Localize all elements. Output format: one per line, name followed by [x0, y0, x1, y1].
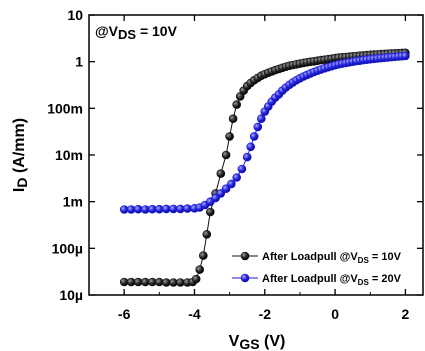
y-axis-title: ID (A/mm) [11, 118, 30, 192]
x-tick-label: -6 [118, 306, 131, 322]
series-2-point [249, 132, 259, 141]
series-2-point [256, 114, 266, 123]
series-1-point [133, 277, 143, 287]
x-axis-title-subscript: GS [239, 336, 259, 351]
y-tick-label: 1 [75, 54, 83, 70]
series-1-point [199, 251, 208, 260]
series-2-point [221, 184, 231, 193]
series-2-line [124, 55, 406, 211]
series-2-point [242, 152, 252, 162]
legend-marker-1 [240, 251, 250, 261]
x-tick-label: 2 [402, 306, 410, 322]
y-tick-label: 10 [67, 7, 83, 23]
y-axis-title-subscript: D [14, 177, 30, 187]
series-1-point [202, 230, 212, 239]
series-2-point [183, 204, 192, 213]
ticks-layer: -6 -4 -2 0 2 10 1 100m 10m 1m 100µ 10µ [47, 7, 423, 322]
x-tick-label: 0 [331, 306, 339, 322]
series-2-point [246, 142, 255, 152]
series-1-point [225, 132, 234, 141]
x-tick-label: -2 [259, 306, 272, 322]
legend: After Loadpull @VDS = 10V After Loadpull … [232, 251, 402, 287]
x-tick-label: -4 [188, 306, 201, 322]
series-1-line [124, 52, 406, 283]
series-1-point [232, 100, 241, 109]
y-tick-label: 100m [47, 100, 83, 116]
series-1-point [228, 114, 238, 123]
series-2-point [232, 173, 241, 182]
series-2-point [227, 179, 236, 189]
series-1-point [221, 150, 231, 160]
x-axis-title: VGS (V) [229, 333, 286, 351]
series-2-point [253, 122, 263, 132]
series-1-point [195, 265, 204, 274]
series-2-point [237, 164, 247, 174]
series-1-point [206, 207, 215, 217]
legend-label-2: After Loadpull @VDS = 20V [262, 273, 402, 287]
y-tick-label: 10m [55, 147, 83, 163]
y-tick-label: 10µ [59, 287, 83, 303]
y-tick-label: 1m [63, 194, 83, 210]
series-1-point [216, 169, 226, 178]
legend-label-1: After Loadpull @VDS = 10V [262, 251, 402, 265]
series-2-point [133, 204, 143, 214]
legend-marker-2 [240, 273, 250, 283]
series-layer [119, 48, 410, 287]
annotation-text: @VDS = 10V [95, 23, 178, 42]
annotation-subscript: DS [118, 27, 136, 42]
y-tick-label: 100µ [52, 240, 83, 256]
series-2-point [401, 51, 410, 61]
series-1-point [191, 274, 201, 284]
